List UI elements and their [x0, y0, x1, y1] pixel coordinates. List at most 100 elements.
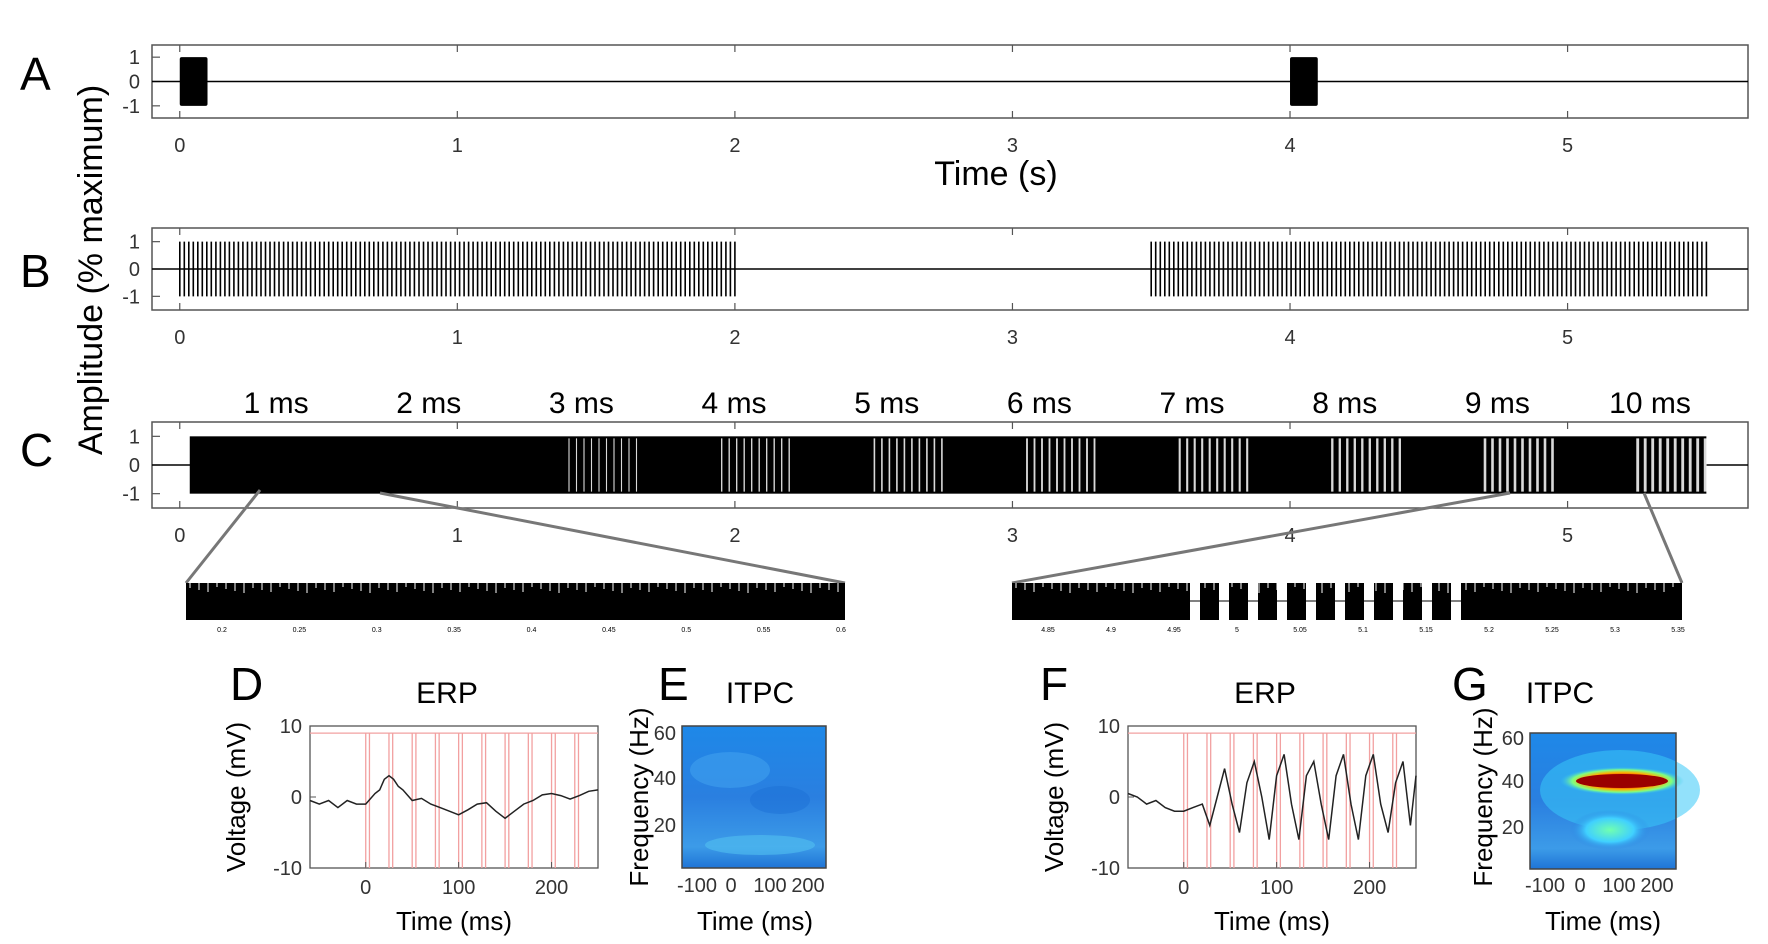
zoom-connector [1011, 491, 1511, 585]
xtick-label: 3 [1007, 525, 1018, 547]
ytick-label: 0 [1109, 787, 1120, 809]
xtick-label: 4 [1284, 135, 1295, 157]
panel-b: 0 1 2 3 4 5 1 0 -1 [122, 227, 1749, 349]
shared-ylabel: Amplitude (% maximum) [72, 85, 110, 455]
ytick-label: -10 [273, 858, 302, 880]
ytick-label: -1 [122, 286, 140, 308]
panel-e-ylabel: Frequency (Hz) [624, 707, 654, 886]
xtick-label: 4 [1284, 327, 1295, 349]
panel-g-ylabel: Frequency (Hz) [1468, 707, 1498, 886]
xtick-label: 5 [1562, 525, 1573, 547]
zoom-xtick-label: 0.4 [527, 627, 537, 634]
ytick-label: 60 [654, 723, 676, 745]
heatmap-blob [750, 786, 810, 814]
heatmap-frame [681, 725, 827, 869]
xtick-label: 0 [174, 327, 185, 349]
ytick-label: 20 [654, 815, 676, 837]
zoom-connector [379, 491, 846, 585]
xtick-label: -100 [1525, 875, 1565, 897]
xtick-label: 3 [1007, 135, 1018, 157]
gap-duration-label: 9 ms [1465, 387, 1530, 420]
ytick-label: 1 [129, 426, 140, 448]
ytick-label: 10 [280, 716, 302, 738]
ytick-label: -1 [122, 484, 140, 506]
ytick-label: -1 [122, 96, 140, 118]
erp-ylabel: Voltage (mV) [1039, 722, 1069, 872]
itpc-peak-core [1576, 774, 1668, 788]
zoom-connector [184, 489, 262, 584]
zoom-xtick-label: 0.5 [681, 627, 691, 634]
xtick-label: 1 [452, 525, 463, 547]
panel-label-a: A [20, 48, 51, 100]
heatmap-blob [1570, 810, 1650, 850]
erp-ylabel: Voltage (mV) [221, 722, 251, 872]
gap-duration-label: 3 ms [549, 387, 614, 420]
silent-gaps [873, 438, 943, 492]
xtick-label: 4 [1284, 525, 1295, 547]
xtick-label: 200 [1353, 877, 1386, 899]
panel-g-title: ITPC [1526, 677, 1594, 710]
ytick-label: 40 [1502, 771, 1524, 793]
xtick-label: -100 [677, 875, 717, 897]
xtick-label: 1 [452, 327, 463, 349]
xtick-label: 0 [174, 135, 185, 157]
panel-e-title: ITPC [726, 677, 794, 710]
gap-duration-label: 2 ms [396, 387, 461, 420]
silent-gaps [1636, 438, 1707, 492]
panel-a-xlabel: Time (s) [934, 155, 1057, 193]
zoom-xtick-label: 0.6 [836, 627, 846, 634]
silent-gaps [568, 438, 638, 492]
ytick-label: 1 [129, 47, 140, 69]
panel-label-d: D [230, 658, 263, 710]
xtick-label: 3 [1007, 327, 1018, 349]
heatmap-blob [705, 835, 815, 855]
erp-xlabel: Time (ms) [396, 906, 512, 936]
erp-title: ERP [416, 677, 478, 710]
zoom-texture [189, 583, 839, 593]
heatmap-blob [690, 752, 770, 788]
zoom-xtick-label: 0.25 [293, 627, 307, 634]
xtick-label: 2 [729, 327, 740, 349]
zoom-xtick-label: 0.35 [447, 627, 461, 634]
zoom-xtick-label: 5.25 [1545, 627, 1559, 634]
panel-g: ITPC 60 40 20 -100 0 100 200 Time (ms) F… [1468, 677, 1700, 936]
signal-pulse-train [1150, 241, 1708, 297]
gap-duration-label: 10 ms [1609, 387, 1691, 420]
gap-duration-label: 1 ms [244, 387, 309, 420]
xtick-label: 0 [1178, 877, 1189, 899]
gap-duration-label: 6 ms [1007, 387, 1072, 420]
zoom-xtick-label: 5.1 [1358, 627, 1368, 634]
ytick-label: 40 [654, 768, 676, 790]
zoom-xtick-label: 0.2 [217, 627, 227, 634]
ytick-label: 0 [129, 455, 140, 477]
panel-g-xlabel: Time (ms) [1545, 906, 1661, 936]
zoom-xtick-label: 4.95 [1167, 627, 1181, 634]
gap-duration-label: 4 ms [702, 387, 767, 420]
panel-label-c: C [20, 424, 53, 476]
zoom-xtick-label: 5.2 [1484, 627, 1494, 634]
zoom-xtick-label: 5.3 [1610, 627, 1620, 634]
panel-e-xlabel: Time (ms) [697, 906, 813, 936]
zoom-xtick-label: 0.55 [757, 627, 771, 634]
zoom-xtick-label: 5.35 [1671, 627, 1685, 634]
zoom-xtick-label: 4.85 [1041, 627, 1055, 634]
signal-burst [1290, 57, 1318, 106]
gap-duration-label: 8 ms [1312, 387, 1377, 420]
silent-gaps [1483, 438, 1554, 492]
erp-title: ERP [1234, 677, 1296, 710]
gap-duration-label: 7 ms [1160, 387, 1225, 420]
ytick-label: 0 [291, 787, 302, 809]
signal-pulse-train [179, 241, 736, 297]
erp-trace [309, 774, 599, 820]
gap-duration-label: 5 ms [854, 387, 919, 420]
zoom-insets: 0.2 0.25 0.3 0.35 0.4 0.45 0.5 0.55 0.6 4.85 4.9 4… [184, 489, 1685, 634]
panel-e: ITPC 60 40 20 -100 0 100 200 Time (ms) F… [624, 677, 827, 936]
zoom-xtick-label: 0.3 [372, 627, 382, 634]
panel-label-b: B [20, 245, 51, 297]
xtick-label: 2 [729, 135, 740, 157]
xtick-label: 100 [1602, 875, 1635, 897]
silent-gaps [1331, 438, 1401, 492]
